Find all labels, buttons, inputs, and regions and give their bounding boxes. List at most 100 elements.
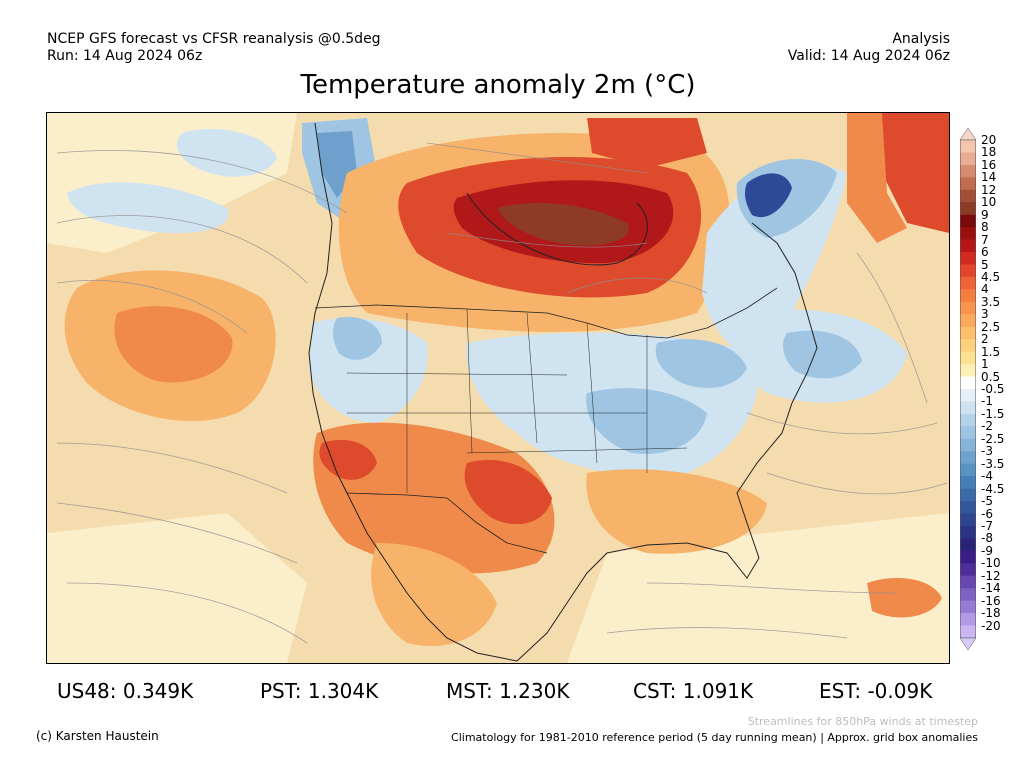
- header-left: NCEP GFS forecast vs CFSR reanalysis @0.…: [47, 31, 381, 65]
- ocean-pale-zone: [47, 513, 307, 663]
- streamline-note: Streamlines for 850hPa winds at timestep: [747, 715, 978, 728]
- colorbar-swatch: [960, 575, 976, 589]
- colorbar-swatch: [960, 625, 976, 639]
- colorbar-tick-label: -2: [981, 419, 993, 434]
- colorbar-top-arrow: [960, 128, 976, 141]
- header-right: Analysis Valid: 14 Aug 2024 06z: [788, 31, 950, 65]
- cool-anomaly-patch: [586, 388, 707, 454]
- colorbar-swatch: [960, 613, 976, 627]
- colorbar-tick-label: 10: [981, 195, 997, 210]
- streamline: [56, 215, 308, 284]
- colorbar-swatch: [960, 513, 976, 527]
- coastline: [466, 192, 648, 266]
- colorbar-swatch: [960, 413, 976, 427]
- colorbar-tick-label: 18: [981, 145, 997, 160]
- colorbar-tick-label: -12: [981, 568, 1001, 583]
- border: [314, 287, 778, 339]
- colorbar-swatch: [960, 600, 976, 614]
- streamline: [446, 232, 648, 248]
- colorbar-tick-label: -8: [981, 531, 993, 546]
- colorbar-swatch: [960, 326, 976, 340]
- colorbar-tick-label: -14: [981, 581, 1001, 596]
- colorbar-tick-label: 4: [981, 282, 989, 297]
- colorbar-swatch: [960, 202, 976, 216]
- colorbar-swatch: [960, 588, 976, 602]
- colorbar-tick-label: 9: [981, 207, 989, 222]
- colorbar-tick-label: 3: [981, 307, 989, 322]
- streamline: [426, 142, 648, 174]
- colorbar-tick-label: -9: [981, 543, 993, 558]
- colorbar-swatch: [960, 339, 976, 353]
- warm-anomaly-patch: [319, 439, 377, 480]
- streamline: [606, 627, 848, 639]
- colorbar-swatch: [960, 177, 976, 191]
- anomaly-map-canvas: [47, 113, 949, 663]
- colorbar-bottom-arrow: [960, 637, 976, 650]
- colorbar-tick-label: 1: [981, 357, 989, 372]
- colorbar-tick-label: -0.5: [981, 382, 1005, 396]
- colorbar-swatch: [960, 525, 976, 539]
- colorbar-tick-label: 3.5: [981, 294, 1001, 309]
- warm-anomaly-patch: [114, 306, 233, 383]
- colorbar-swatch: [960, 488, 976, 502]
- streamline: [56, 280, 248, 334]
- pst-stat: PST: 1.304K: [260, 679, 379, 703]
- colorbar-swatch: [960, 389, 976, 402]
- streamline: [646, 582, 898, 594]
- colorbar-tick-label: -4.5: [981, 481, 1005, 496]
- colorbar-swatch: [960, 376, 976, 390]
- cst-stat: CST: 1.091K: [633, 679, 754, 703]
- colorbar-tick-label: -3.5: [981, 456, 1005, 471]
- us48-stat: US48: 0.349K: [57, 679, 194, 703]
- streamline: [66, 582, 308, 644]
- coastline: [308, 122, 518, 662]
- anomaly-map: [46, 112, 950, 664]
- colorbar-swatch: [960, 351, 976, 365]
- streamline: [766, 472, 948, 495]
- colorbar-swatch: [960, 563, 976, 577]
- streamline: [856, 252, 928, 404]
- colorbar-tick-label: 7: [981, 232, 989, 247]
- analysis-label: Analysis: [892, 31, 950, 47]
- colorbar-tick-label: -2.5: [981, 431, 1005, 446]
- colorbar-tick-label: -6: [981, 506, 993, 521]
- colorbar-swatch: [960, 140, 976, 153]
- colorbar-tick-label: 5: [981, 257, 989, 272]
- cool-anomaly-patch: [783, 330, 862, 379]
- cool-anomaly-patch: [655, 339, 747, 388]
- colorbar-swatch: [960, 301, 976, 315]
- mst-stat: MST: 1.230K: [446, 679, 570, 703]
- colorbar-swatch: [960, 550, 976, 564]
- colorbar-tick-label: -18: [981, 606, 1001, 621]
- colorbar-swatch: [960, 314, 976, 328]
- coastline: [516, 222, 818, 662]
- colorbar-tick-label: -3: [981, 444, 993, 459]
- colorbar-swatch: [960, 276, 976, 290]
- colorbar-swatch: [960, 426, 976, 440]
- cool-anomaly-patch: [744, 173, 792, 218]
- colorbar-labels: 20 18 16 14 12 10 9 8 7 6 5 4.5 4 3.5 3 2.5 2 1.5 1 0.5 -0.5…: [981, 128, 1021, 650]
- colorbar-tick-label: 20: [981, 133, 997, 147]
- colorbar-swatch: [960, 164, 976, 178]
- colorbar-tick-label: 0.5: [981, 369, 1001, 384]
- colorbar: [960, 128, 976, 650]
- warm-anomaly-patch: [847, 113, 907, 243]
- warm-anomaly-patch: [882, 113, 949, 233]
- colorbar-swatch: [960, 239, 976, 253]
- colorbar-tick-label: 14: [981, 170, 997, 185]
- valid-time: Valid: 14 Aug 2024 06z: [787, 48, 950, 64]
- credit-text: (c) Karsten Haustein: [36, 729, 159, 743]
- colorbar-tick-label: 6: [981, 245, 989, 260]
- climatology-note: Climatology for 1981-2010 reference peri…: [451, 731, 978, 744]
- colorbar-swatch: [960, 401, 976, 415]
- warm-anomaly-patch: [587, 118, 707, 168]
- colorbar-tick-label: -1: [981, 394, 993, 409]
- colorbar-swatch: [960, 227, 976, 241]
- colorbar-swatch: [960, 214, 976, 228]
- regional-stats: US48: 0.349K PST: 1.304K MST: 1.230K CST…: [0, 679, 1024, 705]
- run-time: Run: 14 Aug 2024 06z: [47, 48, 203, 64]
- colorbar-swatch: [960, 438, 976, 452]
- warm-anomaly-patch: [371, 543, 497, 647]
- colorbar-tick-label: 4.5: [981, 269, 1001, 284]
- colorbar-tick-label: 2.5: [981, 319, 1001, 334]
